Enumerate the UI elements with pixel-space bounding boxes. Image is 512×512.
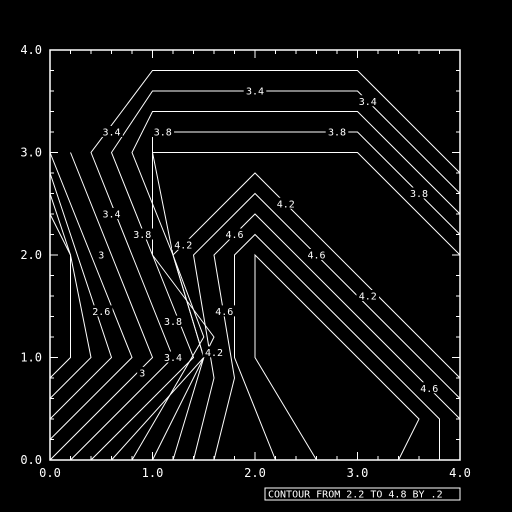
contour-line	[49, 213, 71, 379]
x-tick-label: 4.0	[449, 466, 471, 480]
x-tick-label: 2.0	[244, 466, 266, 480]
contour-label: 4.6	[225, 230, 243, 241]
contour-label: 4.2	[174, 240, 192, 251]
contour-label-bg	[356, 290, 380, 301]
contour-label-bg	[417, 382, 441, 394]
contour-label-bg	[137, 366, 148, 378]
contour-label: 3.8	[164, 317, 182, 328]
contour-line	[172, 172, 461, 461]
contour-label: 3.4	[102, 128, 120, 139]
contour-labels: 3.4 3.4 3.8 3.8 3.4 3.8 3.4 3.8 4.2 4.6 4.2 3 2.6 3.8…	[89, 85, 441, 395]
footer-box	[264, 487, 461, 501]
contour-label: 3.8	[410, 189, 428, 200]
footer: CONTOUR FROM 2.2 TO 4.8 BY .2	[264, 487, 461, 501]
contour-label: 4.6	[215, 307, 233, 318]
contour-label: 4.6	[420, 384, 438, 395]
contour-label: 3.4	[102, 210, 120, 221]
axis-tick-labels: 0.0 1.0 2.0 3.0 4.0 0.0 1.0 2.0 3.0 4.0	[20, 43, 471, 480]
contour-label: 3.8	[154, 128, 172, 139]
contour-label: 4.2	[205, 348, 223, 359]
contour-label-bg	[100, 208, 123, 219]
contour-label: 3	[139, 368, 145, 379]
contour-label-bg	[274, 197, 298, 209]
x-tick-label: 1.0	[142, 466, 164, 480]
contour-label: 2.6	[92, 307, 110, 318]
y-tick-label: 4.0	[20, 43, 42, 57]
contour-line	[192, 192, 461, 461]
contour-label: 3	[98, 251, 104, 262]
x-tick-label: 3.0	[347, 466, 369, 480]
contour-line	[90, 90, 461, 461]
contour-label-bg	[212, 305, 236, 317]
contour-label-bg	[356, 95, 380, 107]
contour-label-bg	[89, 305, 113, 317]
contour-label-bg	[325, 126, 349, 137]
contour-label: 4.6	[307, 251, 325, 262]
contour-line	[234, 233, 440, 461]
contour-label: 3.8	[328, 128, 346, 139]
contour-line	[49, 193, 92, 399]
y-tick-label: 3.0	[20, 146, 42, 160]
contour-label-bg	[100, 126, 123, 137]
contour-label-bg	[202, 346, 226, 358]
y-tick-label: 0.0	[20, 453, 42, 467]
contour-line	[213, 213, 461, 461]
x-tick-label: 0.0	[39, 466, 61, 480]
contour-label: 3.4	[246, 87, 264, 98]
contour-label-bg	[305, 249, 328, 260]
contour-label-bg	[130, 228, 154, 240]
contour-label-bg	[151, 126, 175, 137]
contour-line	[49, 172, 113, 420]
contour-label: 4.2	[359, 292, 377, 303]
contour-label-bg	[161, 315, 185, 327]
contour-label-bg	[171, 238, 195, 250]
contour-label: 4.2	[277, 199, 295, 210]
contour-line	[49, 152, 154, 461]
footer-text: CONTOUR FROM 2.2 TO 4.8 BY .2	[268, 490, 443, 501]
contour-label: 3.4	[164, 353, 182, 364]
contour-label-bg	[407, 187, 431, 199]
contour-label-bg	[223, 228, 246, 240]
contour-label: 3.8	[133, 230, 151, 241]
contour-lines	[49, 70, 461, 461]
contour-line	[254, 253, 420, 461]
contour-label-bg	[96, 249, 107, 260]
y-tick-label: 2.0	[20, 248, 42, 262]
y-tick-label: 1.0	[20, 351, 42, 365]
contour-label-bg	[243, 85, 267, 96]
contour-label: 3.4	[359, 97, 377, 108]
contour-label-bg	[161, 351, 185, 363]
